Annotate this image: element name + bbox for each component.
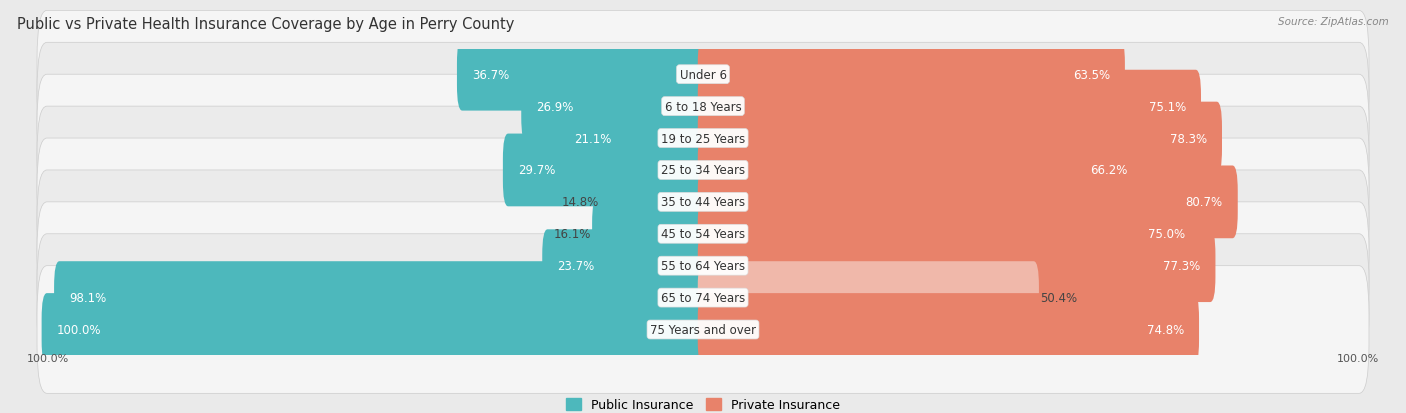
Text: 78.3%: 78.3% (1170, 132, 1206, 145)
Text: 63.5%: 63.5% (1073, 69, 1109, 81)
FancyBboxPatch shape (697, 230, 1215, 302)
FancyBboxPatch shape (697, 134, 1143, 207)
FancyBboxPatch shape (522, 71, 709, 143)
Text: 23.7%: 23.7% (557, 259, 595, 273)
Legend: Public Insurance, Private Insurance: Public Insurance, Private Insurance (561, 393, 845, 413)
Text: 45 to 54 Years: 45 to 54 Years (661, 228, 745, 241)
Text: 100.0%: 100.0% (56, 323, 101, 336)
FancyBboxPatch shape (543, 230, 709, 302)
Text: 50.4%: 50.4% (1040, 292, 1077, 304)
Text: Source: ZipAtlas.com: Source: ZipAtlas.com (1278, 17, 1389, 26)
Text: 19 to 25 Years: 19 to 25 Years (661, 132, 745, 145)
Text: 14.8%: 14.8% (562, 196, 599, 209)
FancyBboxPatch shape (592, 198, 709, 271)
FancyBboxPatch shape (697, 293, 1199, 366)
FancyBboxPatch shape (37, 139, 1369, 266)
FancyBboxPatch shape (600, 166, 709, 239)
FancyBboxPatch shape (42, 293, 709, 366)
Text: Under 6: Under 6 (679, 69, 727, 81)
Text: 65 to 74 Years: 65 to 74 Years (661, 292, 745, 304)
Text: 6 to 18 Years: 6 to 18 Years (665, 100, 741, 113)
FancyBboxPatch shape (697, 71, 1201, 143)
Text: 98.1%: 98.1% (69, 292, 107, 304)
FancyBboxPatch shape (560, 102, 709, 175)
FancyBboxPatch shape (37, 171, 1369, 298)
Text: 16.1%: 16.1% (554, 228, 591, 241)
Text: 100.0%: 100.0% (1337, 354, 1379, 363)
Text: 55 to 64 Years: 55 to 64 Years (661, 259, 745, 273)
Text: 74.8%: 74.8% (1147, 323, 1184, 336)
FancyBboxPatch shape (53, 261, 709, 334)
Text: 66.2%: 66.2% (1090, 164, 1128, 177)
FancyBboxPatch shape (37, 202, 1369, 330)
Text: 80.7%: 80.7% (1185, 196, 1223, 209)
FancyBboxPatch shape (37, 107, 1369, 234)
FancyBboxPatch shape (697, 261, 1039, 334)
Text: 77.3%: 77.3% (1163, 259, 1201, 273)
FancyBboxPatch shape (697, 166, 1237, 239)
Text: 26.9%: 26.9% (536, 100, 574, 113)
FancyBboxPatch shape (37, 43, 1369, 171)
FancyBboxPatch shape (697, 198, 1201, 271)
Text: 100.0%: 100.0% (27, 354, 69, 363)
Text: 25 to 34 Years: 25 to 34 Years (661, 164, 745, 177)
FancyBboxPatch shape (457, 39, 709, 112)
FancyBboxPatch shape (37, 11, 1369, 139)
Text: Public vs Private Health Insurance Coverage by Age in Perry County: Public vs Private Health Insurance Cover… (17, 17, 515, 31)
Text: 21.1%: 21.1% (575, 132, 612, 145)
Text: 35 to 44 Years: 35 to 44 Years (661, 196, 745, 209)
FancyBboxPatch shape (37, 234, 1369, 361)
Text: 29.7%: 29.7% (517, 164, 555, 177)
FancyBboxPatch shape (697, 39, 1125, 112)
FancyBboxPatch shape (37, 75, 1369, 202)
FancyBboxPatch shape (503, 134, 709, 207)
FancyBboxPatch shape (37, 266, 1369, 393)
Text: 75 Years and over: 75 Years and over (650, 323, 756, 336)
Text: 75.1%: 75.1% (1149, 100, 1185, 113)
FancyBboxPatch shape (697, 102, 1222, 175)
Text: 75.0%: 75.0% (1149, 228, 1185, 241)
Text: 36.7%: 36.7% (472, 69, 509, 81)
